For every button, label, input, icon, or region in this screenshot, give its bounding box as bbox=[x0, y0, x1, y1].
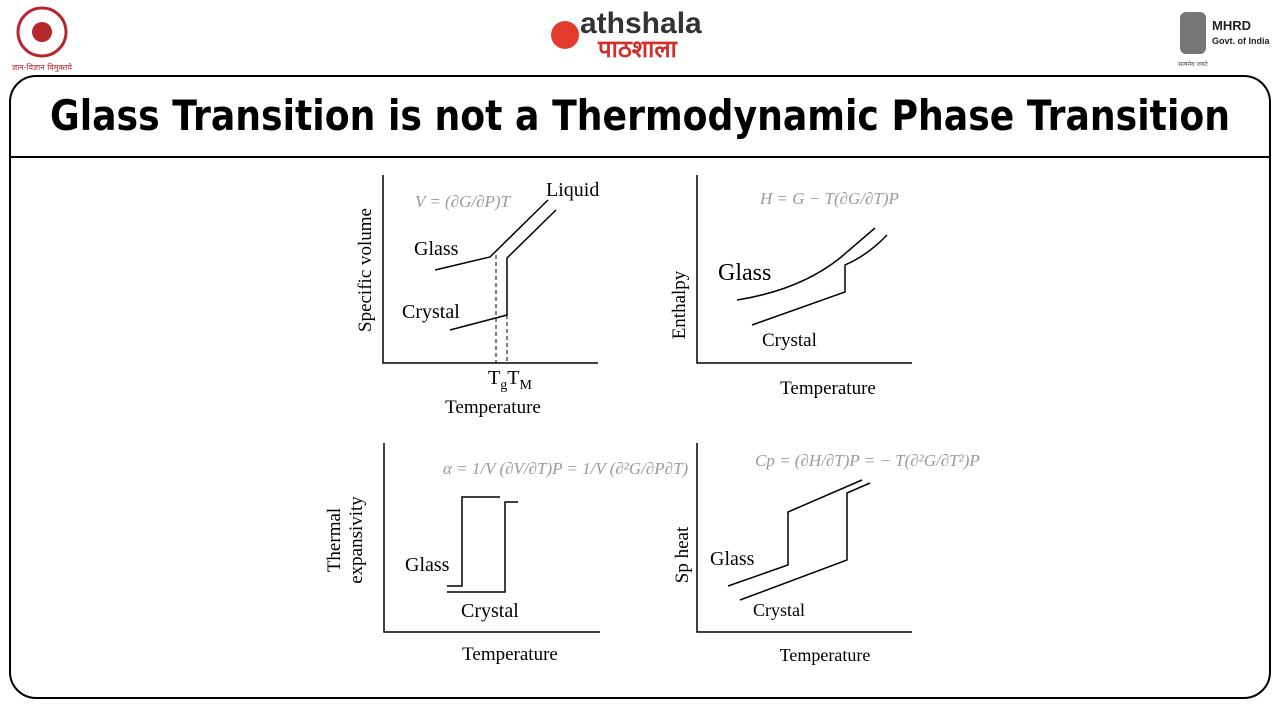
axes bbox=[383, 443, 600, 633]
dashed-line bbox=[495, 255, 508, 363]
equation: H = G − T(∂G/∂T)P bbox=[759, 189, 899, 208]
curve bbox=[739, 482, 871, 601]
label: Crystal bbox=[402, 301, 460, 323]
right-logo: MHRD Govt. of India सत्यमेव जयते bbox=[1178, 12, 1270, 68]
left-logo: ज्ञान-विज्ञान विमुक्तये bbox=[12, 6, 72, 73]
y-label: Enthalpy bbox=[669, 270, 690, 339]
curve bbox=[727, 479, 863, 587]
panel: V = (∂G/∂P)T Liquid Glass Crystal TgTM T… bbox=[355, 175, 599, 418]
motto: ज्ञान-विज्ञान विमुक्तये bbox=[12, 62, 72, 73]
axes bbox=[696, 443, 912, 633]
label: Crystal bbox=[753, 600, 805, 620]
label: Glass bbox=[710, 548, 755, 570]
marker: TgTM bbox=[488, 367, 532, 393]
y-label: Specific volume bbox=[355, 208, 376, 332]
brand-latin: athshala bbox=[580, 7, 702, 40]
axes bbox=[696, 175, 912, 364]
label: Crystal bbox=[461, 600, 519, 622]
slide-title: Glass Transition is not a Thermodynamic … bbox=[50, 91, 1230, 140]
x-label: Temperature bbox=[780, 645, 871, 665]
label: Glass bbox=[414, 238, 459, 260]
label: Glass bbox=[405, 554, 450, 576]
label: Glass bbox=[718, 260, 771, 286]
ministry: MHRD bbox=[1212, 18, 1251, 33]
curve bbox=[449, 209, 557, 331]
panel: α = 1/V (∂V/∂T)P = 1/V (∂²G/∂P∂T) Glass … bbox=[324, 443, 689, 665]
brand-hindi: पाठशाला bbox=[597, 35, 678, 63]
y-label: Thermal bbox=[324, 508, 345, 572]
frame bbox=[9, 75, 1271, 699]
equation: Cp = (∂H/∂T)P = − T(∂²G/∂T²)P bbox=[755, 451, 980, 470]
equation: α = 1/V (∂V/∂T)P = 1/V (∂²G/∂P∂T) bbox=[443, 459, 689, 478]
curve bbox=[751, 234, 888, 326]
brand-logo: athshala पाठशाला bbox=[551, 7, 702, 63]
x-label: Temperature bbox=[445, 397, 541, 418]
axes bbox=[382, 175, 598, 364]
x-label: Temperature bbox=[462, 644, 558, 665]
curve bbox=[447, 501, 518, 593]
curve bbox=[736, 227, 876, 301]
ministry-sub: Govt. of India bbox=[1212, 36, 1270, 46]
curve bbox=[447, 496, 500, 587]
label: Crystal bbox=[762, 330, 817, 351]
y-label: Sp heat bbox=[672, 526, 693, 583]
equation: V = (∂G/∂P)T bbox=[415, 192, 512, 211]
ministry-motto: सत्यमेव जयते bbox=[1178, 60, 1208, 68]
label: Liquid bbox=[546, 179, 599, 201]
x-label: Temperature bbox=[780, 378, 876, 399]
panel: Cp = (∂H/∂T)P = − T(∂²G/∂T²)P Glass Crys… bbox=[672, 443, 980, 665]
curve bbox=[434, 199, 549, 271]
panel: H = G − T(∂G/∂T)P Glass Crystal Temperat… bbox=[669, 175, 912, 399]
y-label: expansivity bbox=[346, 496, 367, 584]
